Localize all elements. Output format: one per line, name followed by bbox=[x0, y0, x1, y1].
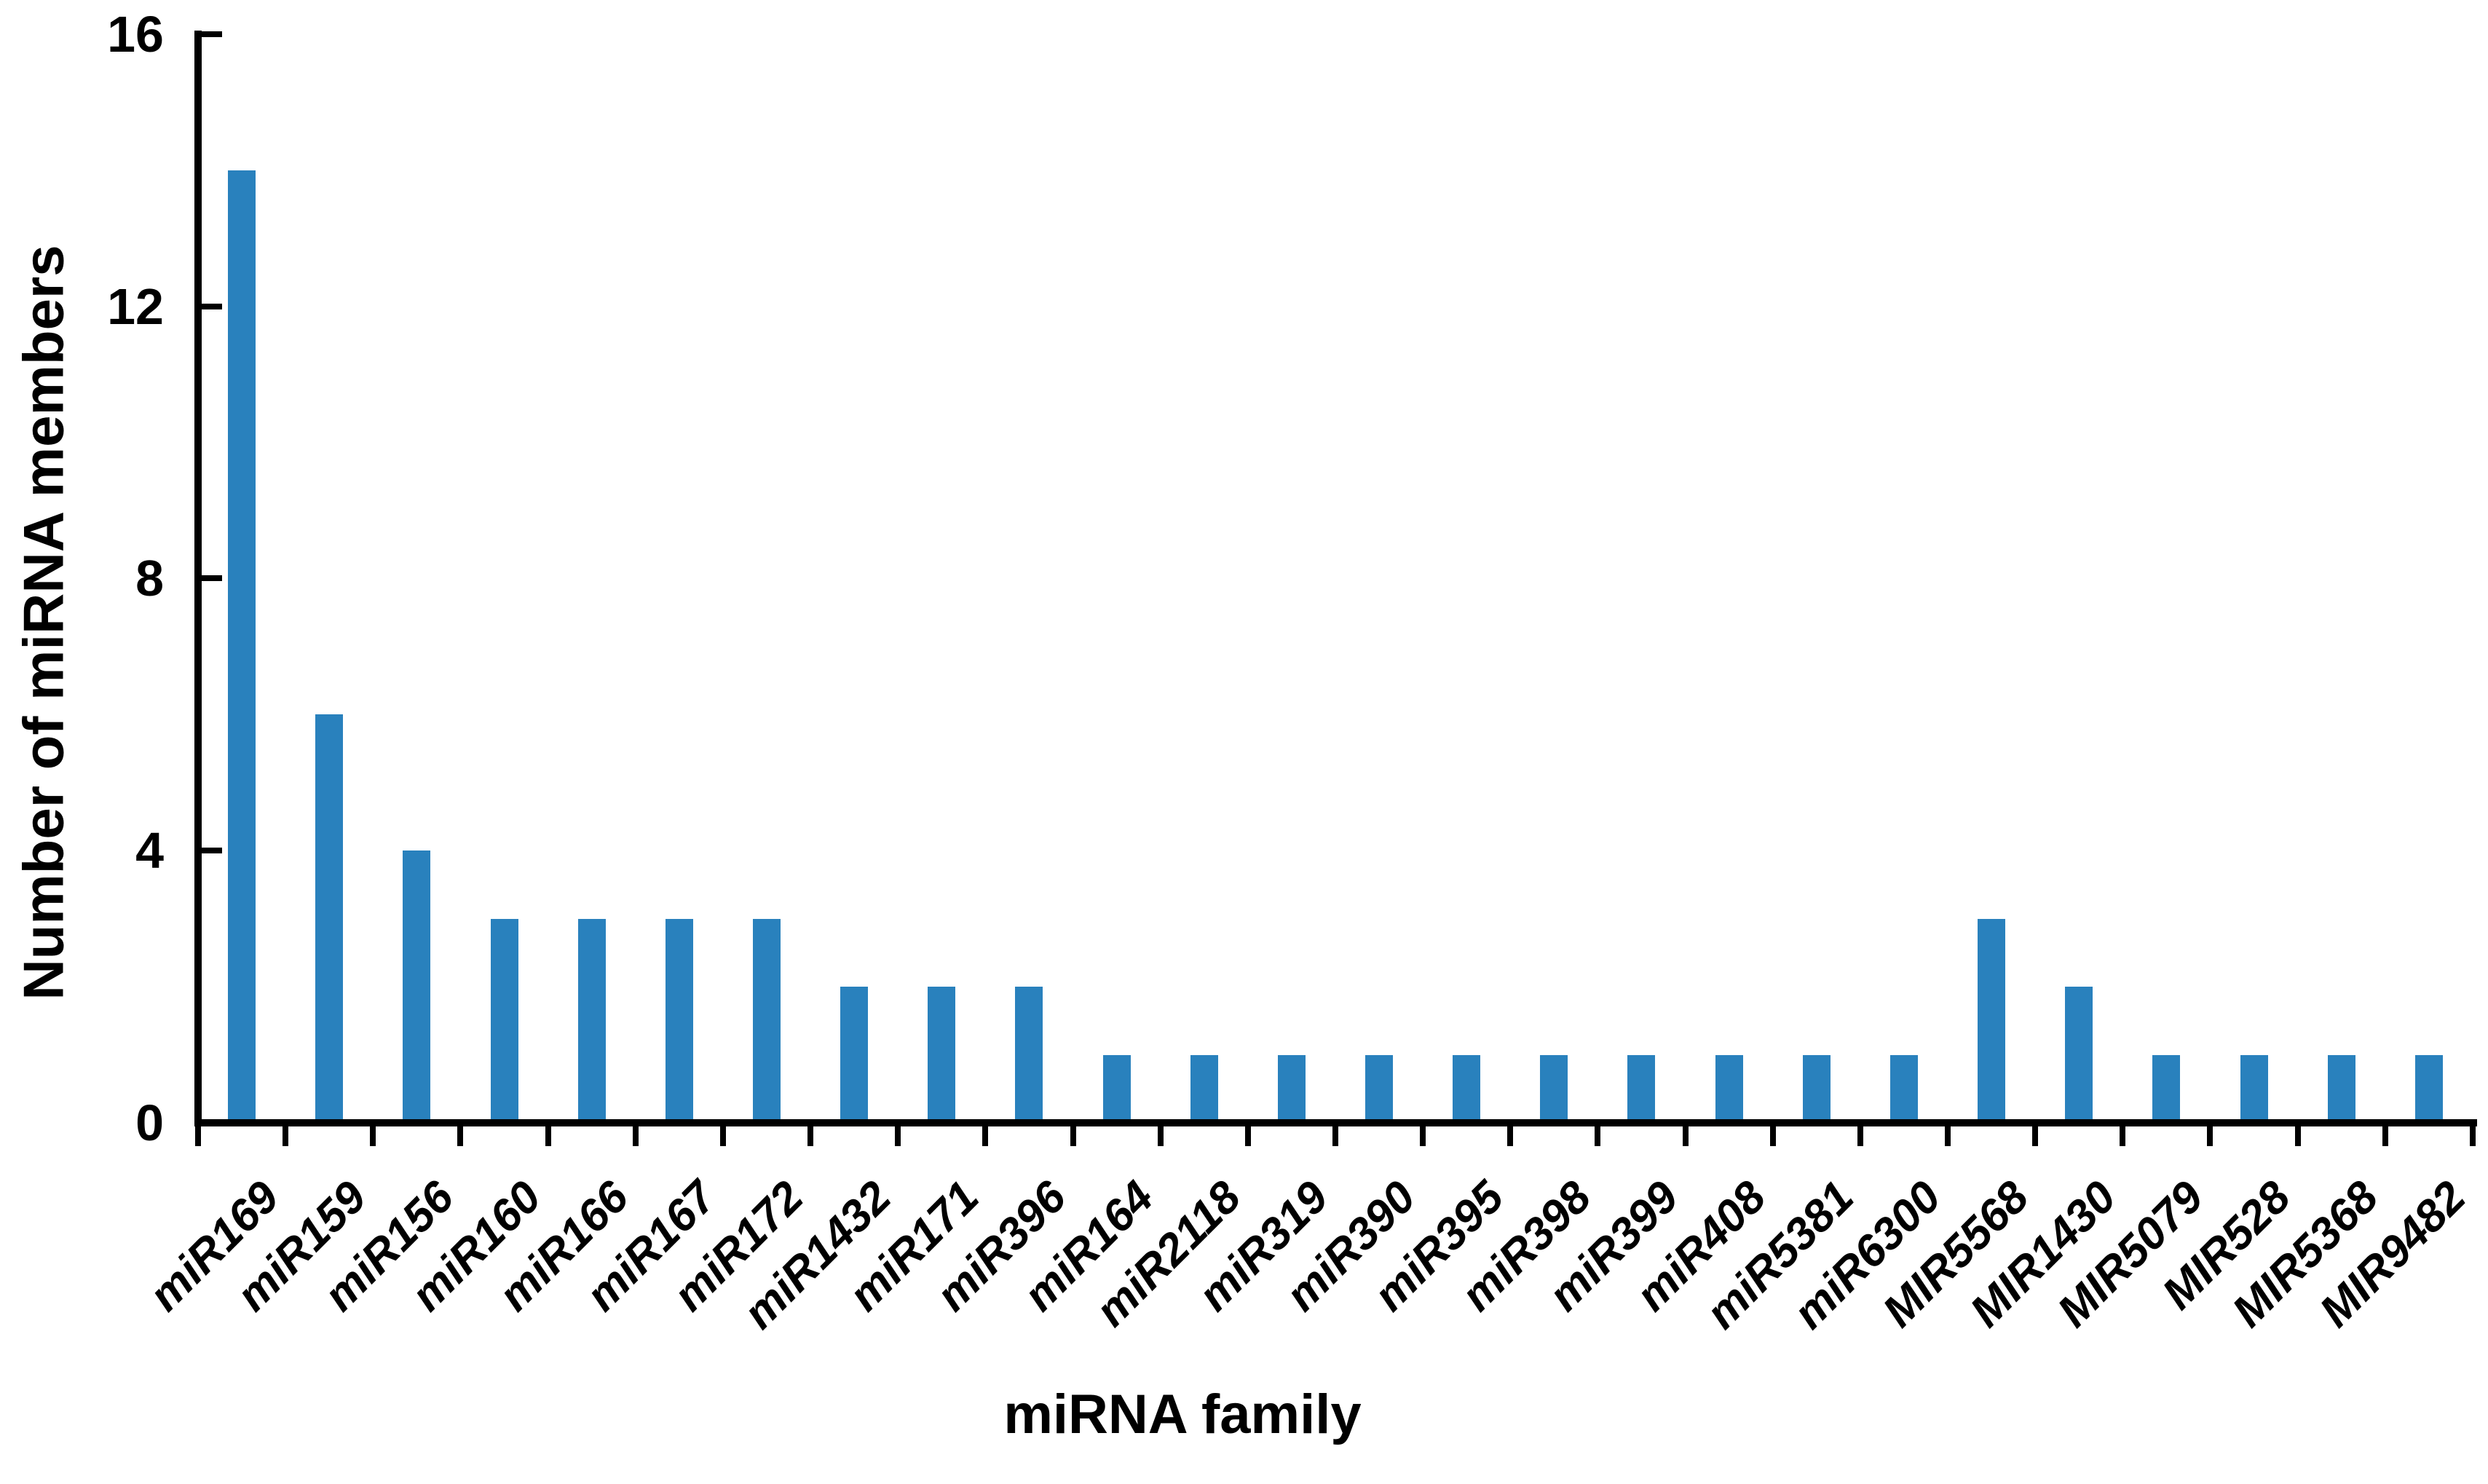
bar-miR159 bbox=[315, 714, 344, 1119]
bar-MIR5079 bbox=[2152, 1054, 2181, 1119]
bar-miR319 bbox=[1277, 1054, 1306, 1119]
x-tick-mark bbox=[370, 1126, 376, 1146]
y-tick-mark bbox=[202, 303, 222, 309]
y-tick-mark bbox=[202, 575, 222, 582]
x-tick-mark bbox=[719, 1126, 726, 1146]
bar-miR390 bbox=[1365, 1054, 1394, 1119]
bar-miR6300 bbox=[1889, 1054, 1918, 1119]
bar-MIR1430 bbox=[2065, 987, 2093, 1119]
bar-miR395 bbox=[1453, 1054, 1481, 1119]
x-tick-mark bbox=[2120, 1126, 2126, 1146]
x-tick-mark bbox=[1507, 1126, 1514, 1146]
x-tick-mark bbox=[1945, 1126, 1951, 1146]
x-tick-mark bbox=[982, 1126, 989, 1146]
x-tick-mark bbox=[545, 1126, 551, 1146]
y-tick-label: 4 bbox=[135, 822, 164, 880]
bar-miR156 bbox=[403, 850, 431, 1119]
x-tick-mark bbox=[1332, 1126, 1338, 1146]
x-tick-mark bbox=[1070, 1126, 1076, 1146]
x-tick-mark bbox=[1769, 1126, 1776, 1146]
x-tick-mark bbox=[1857, 1126, 1863, 1146]
x-tick-mark bbox=[2032, 1126, 2039, 1146]
bar-miR396 bbox=[1015, 987, 1043, 1119]
x-tick-mark bbox=[1244, 1126, 1251, 1146]
bar-miR166 bbox=[577, 918, 606, 1119]
x-tick-mark bbox=[2294, 1126, 2301, 1146]
bar-miR5381 bbox=[1802, 1054, 1831, 1119]
bar-MIR528 bbox=[2240, 1054, 2268, 1119]
bar-miR399 bbox=[1627, 1054, 1656, 1119]
x-tick-mark bbox=[895, 1126, 901, 1146]
x-tick-mark bbox=[632, 1126, 639, 1146]
bar-miR1432 bbox=[840, 987, 869, 1119]
bar-miR172 bbox=[752, 918, 781, 1119]
y-tick-mark bbox=[202, 848, 222, 854]
x-axis-line bbox=[194, 1119, 2477, 1126]
x-tick-mark bbox=[2469, 1126, 2476, 1146]
bar-miR398 bbox=[1540, 1054, 1568, 1119]
bar-MIR5368 bbox=[2327, 1054, 2355, 1119]
y-tick-label: 0 bbox=[135, 1094, 164, 1151]
x-axis-title-box: miRNA family bbox=[0, 1387, 2365, 1442]
y-tick-label: 8 bbox=[135, 550, 164, 607]
x-tick-mark bbox=[457, 1126, 464, 1146]
bar-MIR5568 bbox=[1978, 918, 2006, 1119]
bar-miR171 bbox=[928, 987, 956, 1119]
y-tick-label: 16 bbox=[107, 5, 164, 63]
x-tick-mark bbox=[2382, 1126, 2388, 1146]
y-axis-title: Number of miRNA members bbox=[12, 245, 76, 1000]
bar-miR164 bbox=[1102, 1054, 1131, 1119]
y-tick-label: 12 bbox=[107, 277, 164, 335]
bar-MIR9482 bbox=[2414, 1054, 2443, 1119]
x-tick-mark bbox=[1420, 1126, 1426, 1146]
bar-miR408 bbox=[1715, 1054, 1743, 1119]
bar-miR2118 bbox=[1190, 1054, 1218, 1119]
x-tick-mark bbox=[807, 1126, 814, 1146]
x-axis-title: miRNA family bbox=[1003, 1384, 1362, 1445]
y-axis-title-box: Number of miRNA members bbox=[0, 182, 87, 1063]
x-tick-mark bbox=[1682, 1126, 1689, 1146]
x-tick-mark bbox=[283, 1126, 289, 1146]
y-axis-line bbox=[194, 31, 202, 1126]
x-tick-mark bbox=[1157, 1126, 1164, 1146]
bar-miR160 bbox=[490, 918, 518, 1119]
x-tick-mark bbox=[1595, 1126, 1601, 1146]
bar-miR167 bbox=[665, 918, 693, 1119]
x-tick-mark bbox=[195, 1126, 201, 1146]
y-tick-mark bbox=[202, 31, 222, 37]
x-tick-mark bbox=[2207, 1126, 2213, 1146]
bar-miR169 bbox=[228, 170, 256, 1119]
